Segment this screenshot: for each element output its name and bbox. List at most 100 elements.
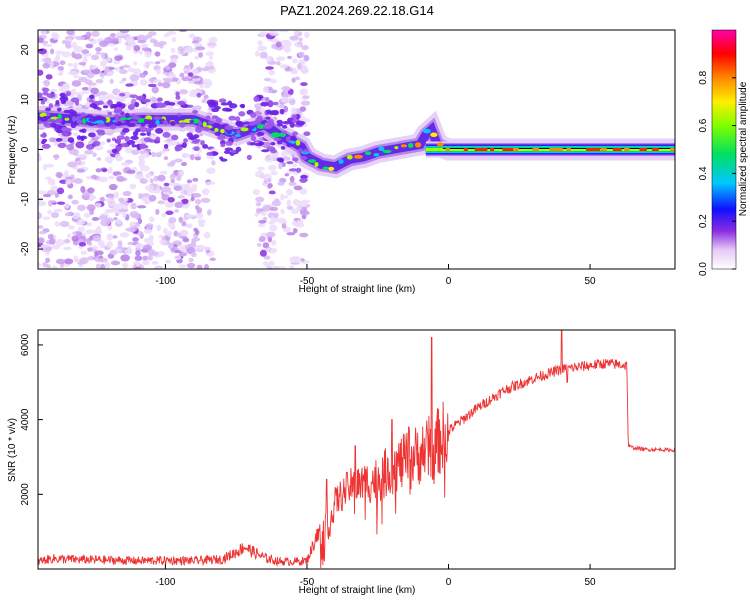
noise-blob	[91, 136, 99, 141]
noise-blob	[120, 254, 130, 262]
noise-blob	[96, 157, 102, 161]
ridge-clutter	[119, 92, 126, 97]
ridge-clutter	[126, 122, 136, 127]
noise-blob	[301, 67, 309, 75]
ridge-clutter	[206, 151, 214, 156]
noise-blob	[281, 93, 292, 98]
noise-blob	[191, 184, 198, 188]
ridge-hotspot	[240, 127, 249, 132]
noise-blob	[65, 41, 72, 48]
noise-blob	[157, 82, 163, 87]
ridge-clutter	[41, 87, 50, 93]
noise-blob	[98, 257, 108, 263]
ridge-clutter	[55, 99, 60, 105]
noise-blob	[57, 72, 64, 76]
noise-blob	[59, 85, 65, 92]
noise-blob	[293, 30, 299, 35]
noise-blob	[98, 94, 107, 102]
noise-blob	[107, 166, 113, 174]
snr-x-label: Height of straight line (km)	[299, 585, 416, 596]
noise-blob	[38, 225, 44, 229]
noise-blob	[176, 232, 182, 238]
ridge-clutter	[285, 136, 292, 143]
ridge-clutter	[109, 124, 117, 130]
noise-blob	[209, 56, 214, 60]
noise-blob	[119, 232, 130, 238]
noise-blob	[98, 141, 106, 146]
noise-blob	[125, 83, 134, 87]
noise-blob	[95, 225, 102, 234]
noise-blob	[132, 81, 138, 86]
ridge-clutter	[40, 140, 46, 145]
noise-blob	[155, 208, 160, 215]
noise-blob	[287, 55, 293, 60]
noise-blob	[148, 216, 155, 223]
ridge-hotspot	[364, 151, 372, 156]
noise-blob	[202, 246, 212, 251]
noise-blob	[184, 185, 192, 192]
noise-blob	[118, 69, 128, 75]
noise-blob	[269, 224, 278, 232]
noise-blob	[161, 194, 170, 201]
ridge-clutter	[55, 118, 63, 124]
ridge-clutter	[270, 109, 279, 116]
noise-blob	[268, 151, 279, 159]
colorbar-tick-label: 0.8	[698, 70, 709, 84]
ridge-clutter	[131, 144, 137, 148]
noise-blob	[99, 196, 105, 203]
noise-blob	[49, 238, 56, 245]
noise-blob	[169, 173, 176, 180]
noise-blob	[67, 225, 75, 230]
noise-blob	[80, 185, 86, 193]
noise-blob	[283, 106, 289, 113]
ridge-clutter	[276, 119, 283, 125]
noise-blob	[55, 171, 63, 178]
spectrogram-x-tick-label: -100	[155, 276, 175, 287]
noise-blob	[194, 156, 201, 161]
noise-blob	[257, 45, 267, 52]
noise-blob	[62, 83, 69, 89]
spectrogram-y-tick-label: -10	[20, 192, 31, 207]
noise-blob	[77, 218, 85, 226]
noise-blob	[285, 41, 292, 46]
noise-blob	[120, 162, 131, 166]
ridge-clutter	[249, 112, 257, 118]
noise-blob	[38, 48, 47, 55]
noise-blob	[99, 242, 106, 249]
ridge-clutter	[124, 112, 130, 118]
noise-blob	[145, 223, 154, 229]
noise-blob	[273, 213, 279, 218]
noise-blob	[45, 257, 51, 264]
noise-blob	[154, 61, 161, 65]
ridge-clutter	[214, 105, 221, 110]
noise-blob	[170, 58, 178, 64]
noise-blob	[59, 220, 70, 228]
noise-blob	[173, 185, 182, 191]
ridge-hotspot	[64, 117, 70, 121]
noise-blob	[290, 107, 297, 114]
noise-blob	[194, 205, 200, 210]
noise-blob	[181, 154, 192, 158]
noise-blob	[277, 181, 285, 186]
noise-blob	[265, 55, 273, 63]
noise-blob	[188, 72, 194, 77]
ridge-clutter	[40, 100, 46, 105]
noise-blob	[43, 57, 52, 64]
spectrogram-y-ticks: -20 -10 0 10 20	[20, 44, 43, 256]
ridge-clutter	[155, 136, 161, 142]
constant-tone-peak	[513, 148, 519, 151]
noise-blob	[155, 152, 162, 158]
ridge-clutter	[286, 142, 293, 148]
noise-blob	[95, 51, 102, 55]
ridge-clutter	[145, 99, 151, 103]
noise-blob	[51, 32, 60, 40]
noise-blob	[182, 237, 190, 243]
ridge-clutter	[139, 132, 147, 136]
noise-blob	[47, 178, 56, 186]
noise-blob	[159, 43, 164, 49]
ridge-hotspot	[307, 159, 316, 163]
noise-blob	[131, 149, 140, 155]
ridge-clutter	[177, 101, 187, 105]
noise-blob	[299, 232, 309, 238]
noise-blob	[55, 238, 66, 246]
